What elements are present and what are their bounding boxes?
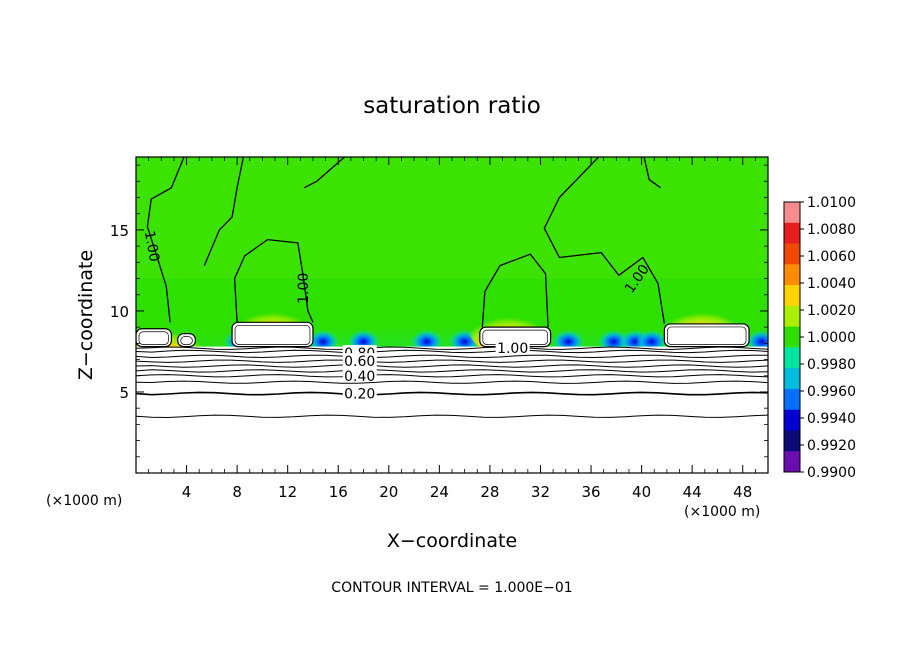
contour-label-3: 1.00 <box>497 341 528 357</box>
contour-line-0 <box>136 414 768 419</box>
colorbar-label-7: 0.9960 <box>807 384 856 400</box>
colorbar-swatch-5 <box>784 305 800 327</box>
colorbar-label-5: 1.0000 <box>807 330 856 346</box>
colorbar-label-10: 0.9900 <box>807 465 856 481</box>
x-tick-label-4: 20 <box>379 483 398 501</box>
contour-line-8 <box>136 349 768 354</box>
colorbar-label-6: 0.9980 <box>807 357 856 373</box>
cloud-outline-2 <box>234 324 311 345</box>
colorbar-swatch-0 <box>784 202 800 224</box>
contour-line-5 <box>136 364 768 368</box>
saturation-contour-0 <box>146 157 185 323</box>
contour-label-1: 1.00 <box>296 273 312 304</box>
saturation-contour-3 <box>303 157 346 189</box>
x-tick-label-5: 24 <box>430 483 449 501</box>
x-tick-label-6: 28 <box>480 483 499 501</box>
cloud-region-0 <box>136 328 172 348</box>
saturation-contour-4 <box>481 253 549 328</box>
colorbar: 1.0100 1.0080 1.0060 1.0040 1.0020 1.0000 0.99… <box>783 195 856 481</box>
x-tick-label-0: 4 <box>182 483 192 501</box>
contour-label-bg-3 <box>495 340 530 355</box>
x-tick-label-9: 40 <box>632 483 651 501</box>
contour-line-4 <box>136 369 768 373</box>
contour-label-6: 0.40 <box>344 369 375 385</box>
cloud-outline-1 <box>180 336 193 345</box>
colorbar-swatch-4 <box>784 285 800 307</box>
contour-line-7 <box>136 354 768 359</box>
saturation-contour-6 <box>643 157 661 189</box>
colorbar-swatch-3 <box>784 264 800 286</box>
colorbar-label-0: 1.0100 <box>807 195 856 211</box>
contour-label-0: 1.00 <box>141 230 162 263</box>
contour-label-7: 0.20 <box>344 387 375 403</box>
y-axis-title: Z−coordinate <box>75 250 97 380</box>
colorbar-swatch-10 <box>784 409 800 431</box>
saturation-contour-2 <box>233 238 314 323</box>
colorbar-swatch-6 <box>784 326 800 348</box>
x-tick-label-11: 48 <box>733 483 752 501</box>
contour-label-bg-6 <box>342 367 377 382</box>
contour-line-3 <box>136 374 768 378</box>
colorbar-swatch-8 <box>784 368 800 390</box>
contour-line-2 <box>136 380 768 384</box>
colorbar-label-8: 0.9940 <box>807 411 856 427</box>
saturation-contour-1 <box>203 157 245 266</box>
cloud-region-2 <box>231 321 314 348</box>
contour-line-1 <box>136 391 768 396</box>
y-tick-label-0: 5 <box>119 384 129 402</box>
colorbar-swatch-12 <box>784 451 800 473</box>
contour-line-6 <box>136 359 768 363</box>
colorbar-label-9: 0.9920 <box>807 438 856 454</box>
y-tick-label-2: 15 <box>110 222 129 240</box>
y-tick-label-1: 10 <box>110 303 129 321</box>
x-axis-title: X−coordinate <box>387 530 517 552</box>
colorbar-swatch-9 <box>784 388 800 410</box>
x-tick-label-3: 16 <box>329 483 348 501</box>
contour-line-9 <box>136 346 768 350</box>
x-tick-label-10: 44 <box>683 483 702 501</box>
x-tick-label-8: 36 <box>581 483 600 501</box>
subsaturated-layer <box>136 346 768 473</box>
contour-label-5: 0.60 <box>344 354 375 370</box>
cloud-region-1 <box>177 333 197 348</box>
x-unit-left: (×1000 m) <box>46 493 122 509</box>
x-tick-label-2: 12 <box>278 483 297 501</box>
colorbar-swatch-11 <box>784 430 800 452</box>
x-tick-label-7: 32 <box>531 483 550 501</box>
x-unit-right: (×1000 m) <box>684 504 760 520</box>
cloud-region-4 <box>663 323 750 348</box>
colorbar-swatch-7 <box>784 347 800 369</box>
colorbar-swatch-1 <box>784 222 800 244</box>
colorbar-label-1: 1.0080 <box>807 222 856 238</box>
upper-haze <box>136 157 768 279</box>
chart-title: saturation ratio <box>363 93 541 119</box>
cloud-outline-4 <box>667 326 747 345</box>
saturation-contour-5 <box>543 157 666 325</box>
contour-label-bg-5 <box>342 353 377 368</box>
colorbar-label-3: 1.0040 <box>807 276 856 292</box>
colorbar-label-2: 1.0060 <box>807 249 856 265</box>
colorbar-label-4: 1.0020 <box>807 303 856 319</box>
colorbar-swatch-2 <box>784 243 800 265</box>
plot-area: 1.001.001.001.000.800.600.400.20 <box>136 157 768 473</box>
cloud-outline-0 <box>138 331 169 345</box>
contour-interval-note: CONTOUR INTERVAL = 1.000E−01 <box>331 580 572 596</box>
x-tick-label-1: 8 <box>232 483 242 501</box>
contour-label-bg-7 <box>342 385 377 400</box>
